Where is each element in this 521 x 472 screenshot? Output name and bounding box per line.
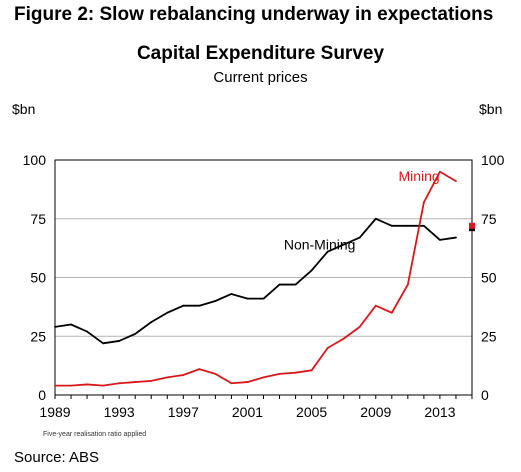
data-point-non-mining-2011	[406, 224, 409, 227]
data-point-non-mining-2009	[374, 217, 377, 220]
y-tick-label-right-100: 100	[481, 152, 505, 168]
y-tick-label-right-75: 75	[481, 211, 497, 227]
data-point-non-mining-1998	[198, 304, 201, 307]
data-point-mining-2014	[455, 180, 457, 183]
expectation-marker-mining	[469, 222, 475, 229]
data-point-non-mining-1993	[118, 340, 121, 342]
data-point-mining-1996	[166, 376, 169, 379]
data-point-non-mining-2003	[278, 283, 281, 286]
data-point-mining-2004	[294, 371, 297, 374]
footnote: Five-year realisation ratio applied	[43, 431, 147, 438]
data-point-mining-1997	[182, 374, 185, 376]
y-tick-label-right-0: 0	[481, 387, 489, 403]
y-tick-label-left-75: 75	[30, 211, 46, 227]
data-point-non-mining-2001	[246, 297, 249, 300]
series-lines	[54, 170, 475, 387]
data-point-mining-2007	[342, 337, 345, 340]
y-tick-label-left-100: 100	[23, 152, 47, 168]
x-tick-label-2005: 2005	[296, 404, 327, 420]
data-point-non-mining-1997	[182, 304, 185, 307]
data-point-mining-1998	[198, 368, 201, 371]
data-point-mining-1999	[214, 372, 217, 375]
source-note: Source: ABS	[14, 449, 100, 466]
y-axis-label-right: $bn	[479, 101, 502, 117]
data-point-non-mining-1992	[102, 342, 105, 345]
data-point-mining-2010	[390, 311, 393, 314]
annotation-non-mining: Non-Mining	[284, 236, 356, 252]
chart-title: Capital Expenditure Survey	[136, 43, 385, 64]
y-tick-label-right-25: 25	[481, 328, 497, 344]
data-point-non-mining-2007	[342, 243, 345, 246]
data-point-non-mining-2004	[294, 283, 297, 286]
data-point-non-mining-1994	[134, 333, 137, 335]
data-point-mining-1989	[54, 384, 56, 387]
data-point-non-mining-2012	[422, 224, 425, 227]
x-tick-label-2001: 2001	[232, 404, 263, 420]
axis-labels: 0 0 25 25 50 50 75 75 100 100 1989 1993 1997 2001 2005…	[23, 152, 505, 420]
y-tick-label-right-50: 50	[481, 270, 497, 286]
data-point-non-mining-2008	[358, 236, 361, 239]
data-point-mining-1991	[86, 383, 88, 386]
data-point-mining-1994	[134, 381, 137, 383]
data-point-mining-2000	[230, 382, 233, 385]
y-tick-label-left-0: 0	[38, 387, 46, 403]
axis-ticks	[54, 395, 473, 399]
y-tick-label-left-50: 50	[30, 270, 46, 286]
figure-title: Figure 2: Slow rebalancing underway in e…	[14, 4, 494, 25]
data-point-non-mining-2006	[326, 250, 329, 253]
data-point-non-mining-1990	[70, 323, 72, 326]
gridlines	[55, 218, 472, 337]
data-point-mining-1990	[70, 384, 72, 387]
x-tick-label-1993: 1993	[104, 404, 135, 420]
data-point-non-mining-2002	[262, 297, 265, 300]
x-tick-label-2009: 2009	[360, 404, 391, 420]
data-point-mining-2013	[439, 170, 441, 173]
data-point-mining-2001	[246, 381, 249, 383]
annotation-mining: Mining	[398, 168, 439, 184]
data-point-non-mining-1995	[150, 321, 153, 324]
data-point-non-mining-2014	[455, 236, 457, 239]
data-point-non-mining-2000	[230, 293, 233, 295]
data-point-non-mining-2013	[439, 239, 441, 241]
data-point-non-mining-1991	[86, 330, 88, 333]
data-point-mining-1992	[102, 384, 105, 387]
data-point-non-mining-2005	[310, 269, 313, 272]
x-tick-label-1989: 1989	[39, 404, 70, 420]
data-point-mining-1995	[150, 380, 153, 382]
data-point-non-mining-1996	[166, 311, 169, 314]
series-line-mining	[55, 170, 457, 387]
series-line-non-mining	[54, 217, 457, 345]
data-point-non-mining-1989	[54, 325, 56, 328]
data-point-mining-2002	[262, 376, 265, 379]
data-point-mining-2012	[422, 201, 425, 204]
data-point-mining-2011	[406, 283, 409, 286]
x-tick-label-1997: 1997	[168, 404, 199, 420]
chart-subtitle: Current prices	[213, 69, 308, 86]
y-axis-label-left: $bn	[12, 101, 35, 117]
data-point-mining-1993	[118, 382, 121, 385]
data-point-mining-2006	[326, 347, 329, 349]
data-point-mining-2003	[278, 372, 281, 375]
data-point-mining-2008	[358, 325, 361, 328]
data-point-non-mining-1999	[214, 300, 217, 302]
data-point-non-mining-2010	[390, 224, 393, 227]
data-point-mining-2009	[374, 304, 377, 307]
data-point-mining-2005	[310, 369, 313, 372]
x-tick-label-2013: 2013	[424, 404, 455, 420]
y-tick-label-left-25: 25	[30, 328, 46, 344]
